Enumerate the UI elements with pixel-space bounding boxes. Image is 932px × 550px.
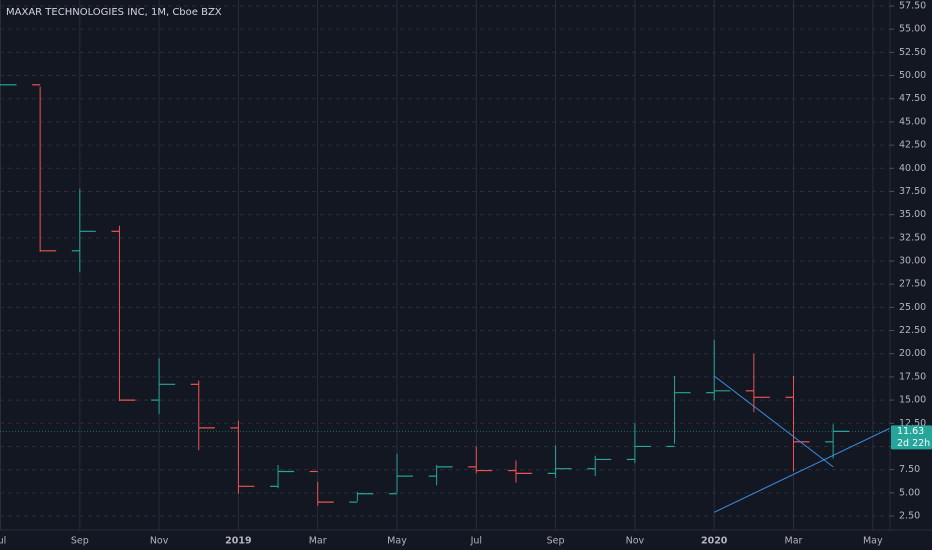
x-tick-label: 2019 <box>225 536 251 547</box>
y-tick-label: 25.00 <box>899 302 926 313</box>
x-tick-label: 2020 <box>701 536 728 547</box>
y-tick-label: 5.00 <box>899 487 920 498</box>
x-tick-label: May <box>387 536 407 547</box>
y-tick-label: 22.50 <box>899 325 926 336</box>
x-tick-label: Jul <box>470 536 482 547</box>
y-tick-label: 57.50 <box>899 1 926 12</box>
y-tick-label: 42.50 <box>899 140 926 151</box>
y-tick-label: 52.50 <box>899 47 926 58</box>
y-tick-label: 55.00 <box>899 24 926 35</box>
x-tick-label: Jul <box>0 536 6 547</box>
y-tick-label: 37.50 <box>899 186 926 197</box>
trendline <box>713 427 890 513</box>
x-tick-label: Sep <box>71 536 89 547</box>
last-price-label: 11.63 <box>897 426 924 437</box>
plot-area <box>0 0 890 530</box>
chart-title: MAXAR TECHNOLOGIES INC, 1M, Cboe BZX <box>6 7 222 18</box>
y-tick-label: 35.00 <box>899 209 926 220</box>
y-tick-label: 30.00 <box>899 256 926 267</box>
y-tick-label: 12.50 <box>899 418 926 429</box>
x-tick-label: May <box>863 536 883 547</box>
y-tick-label: 40.00 <box>899 163 926 174</box>
x-tick-label: Mar <box>785 536 803 547</box>
y-tick-label: 47.50 <box>899 93 926 104</box>
y-tick-label: 45.00 <box>899 116 926 127</box>
x-tick-label: Nov <box>150 536 169 547</box>
x-tick-label: Nov <box>626 536 645 547</box>
y-tick-label: 32.50 <box>899 232 926 243</box>
y-tick-label: 20.00 <box>899 348 926 359</box>
y-tick-label: 2.50 <box>899 511 920 522</box>
x-tick-label: Sep <box>547 536 565 547</box>
y-tick-label: 27.50 <box>899 279 926 290</box>
y-tick-label: 17.50 <box>899 371 926 382</box>
y-tick-label: 15.00 <box>899 395 926 406</box>
trendline <box>713 375 834 468</box>
last-price-box <box>891 425 932 450</box>
countdown-label: 2d 22h <box>897 438 930 449</box>
y-tick-label: 50.00 <box>899 70 926 81</box>
y-tick-label: 7.50 <box>899 464 920 475</box>
x-tick-label: Mar <box>309 536 327 547</box>
